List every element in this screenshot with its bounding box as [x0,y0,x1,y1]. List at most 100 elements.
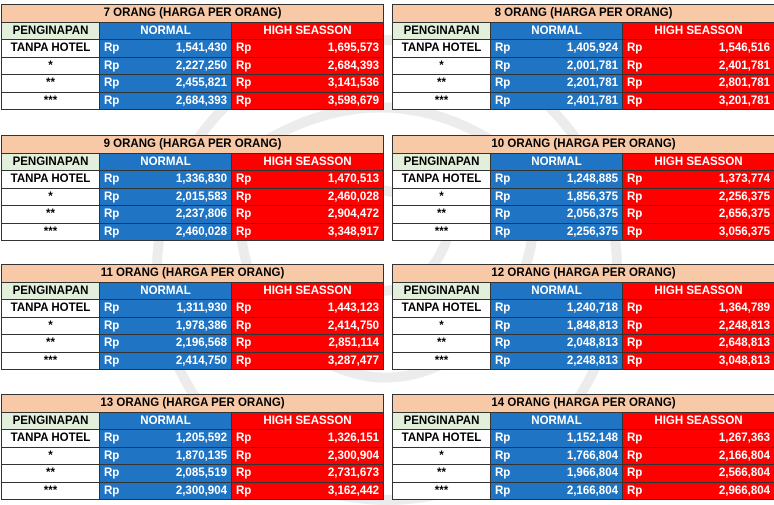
price-table: 10 ORANG (HARGA PER ORANG) PENGINAPAN NORM… [391,135,774,241]
lodging-label: ** [1,205,100,224]
table-title-row: 7 ORANG (HARGA PER ORANG) [0,4,385,23]
high-season-price: 1,364,789 [668,299,774,318]
high-season-price: 2,460,028 [277,187,385,206]
normal-price: 2,166,804 [536,481,623,500]
header-normal: NORMAL [490,281,623,300]
currency-label: Rp [99,299,146,318]
normal-price: 2,684,393 [145,91,232,110]
header-lodging: PENGINAPAN [392,21,491,40]
currency-label: Rp [99,316,146,335]
header-lodging: PENGINAPAN [1,411,100,430]
lodging-label: * [1,56,100,75]
price-table: 9 ORANG (HARGA PER ORANG) PENGINAPAN NORMA… [0,135,385,241]
lodging-label: *** [392,351,491,370]
currency-label: Rp [99,222,146,241]
lodging-label: ** [392,74,491,93]
table-title: 14 ORANG (HARGA PER ORANG) [391,394,774,413]
header-normal: NORMAL [99,21,232,40]
currency-label: Rp [622,205,669,224]
table-header-row: PENGINAPAN NORMAL HIGH SEASSON [392,21,774,40]
table-row: ** Rp 2,455,821 Rp 3,141,536 [1,74,385,93]
currency-label: Rp [231,187,278,206]
header-high-season: HIGH SEASSON [230,152,385,171]
table-title: 8 ORANG (HARGA PER ORANG) [391,4,774,23]
normal-price: 1,541,430 [145,39,232,58]
lodging-label: * [392,316,491,335]
currency-label: Rp [99,429,146,448]
header-high-season: HIGH SEASSON [230,281,385,300]
lodging-label: *** [1,91,100,110]
currency-label: Rp [99,446,146,465]
header-lodging: PENGINAPAN [392,281,491,300]
lodging-label: ** [1,74,100,93]
table-row: *** Rp 2,166,804 Rp 2,966,804 [392,481,774,500]
high-season-price: 1,373,774 [668,170,774,189]
table-row: TANPA HOTEL Rp 1,541,430 Rp 1,695,573 [1,39,385,58]
normal-price: 1,405,924 [536,39,623,58]
high-season-price: 2,966,804 [668,481,774,500]
lodging-label: TANPA HOTEL [1,39,100,58]
table-title-row: 9 ORANG (HARGA PER ORANG) [0,135,385,154]
normal-price: 2,460,028 [145,222,232,241]
normal-price: 2,085,519 [145,464,232,483]
table-row: *** Rp 2,414,750 Rp 3,287,477 [1,351,385,370]
currency-label: Rp [490,39,537,58]
high-season-price: 2,648,813 [668,334,774,353]
table-header-row: PENGINAPAN NORMAL HIGH SEASSON [392,152,774,171]
normal-price: 1,966,804 [536,464,623,483]
lodging-label: * [392,187,491,206]
currency-label: Rp [231,446,278,465]
price-table: 7 ORANG (HARGA PER ORANG) PENGINAPAN NORMA… [0,4,385,110]
normal-price: 2,015,583 [145,187,232,206]
table-header-row: PENGINAPAN NORMAL HIGH SEASSON [1,281,385,300]
table-header-row: PENGINAPAN NORMAL HIGH SEASSON [1,411,385,430]
table-row: * Rp 1,766,804 Rp 2,166,804 [392,446,774,465]
currency-label: Rp [490,299,537,318]
currency-label: Rp [99,334,146,353]
high-season-price: 3,348,917 [277,222,385,241]
table-header-row: PENGINAPAN NORMAL HIGH SEASSON [392,411,774,430]
currency-label: Rp [231,299,278,318]
table-row: ** Rp 2,237,806 Rp 2,904,472 [1,205,385,224]
currency-label: Rp [99,56,146,75]
currency-label: Rp [231,351,278,370]
currency-label: Rp [99,74,146,93]
price-table: 11 ORANG (HARGA PER ORANG) PENGINAPAN NORM… [0,264,385,370]
high-season-price: 2,684,393 [277,56,385,75]
table-row: TANPA HOTEL Rp 1,152,148 Rp 1,267,363 [392,429,774,448]
lodging-label: TANPA HOTEL [1,170,100,189]
table-row: * Rp 1,978,386 Rp 2,414,750 [1,316,385,335]
high-season-price: 2,851,114 [277,334,385,353]
lodging-label: * [1,316,100,335]
normal-price: 2,196,568 [145,334,232,353]
lodging-label: TANPA HOTEL [392,429,491,448]
currency-label: Rp [490,429,537,448]
lodging-label: *** [392,91,491,110]
table-title: 11 ORANG (HARGA PER ORANG) [0,264,385,283]
high-season-price: 2,401,781 [668,56,774,75]
lodging-label: TANPA HOTEL [1,299,100,318]
normal-price: 2,048,813 [536,334,623,353]
header-high-season: HIGH SEASSON [621,281,774,300]
table-title-row: 11 ORANG (HARGA PER ORANG) [0,264,385,283]
normal-price: 1,311,930 [145,299,232,318]
table-header-row: PENGINAPAN NORMAL HIGH SEASSON [1,152,385,171]
high-season-price: 2,566,804 [668,464,774,483]
table-row: TANPA HOTEL Rp 1,205,592 Rp 1,326,151 [1,429,385,448]
currency-label: Rp [99,464,146,483]
high-season-price: 1,326,151 [277,429,385,448]
normal-price: 1,978,386 [145,316,232,335]
header-normal: NORMAL [490,152,623,171]
currency-label: Rp [490,351,537,370]
header-high-season: HIGH SEASSON [621,21,774,40]
currency-label: Rp [622,429,669,448]
currency-label: Rp [231,56,278,75]
currency-label: Rp [622,91,669,110]
currency-label: Rp [622,351,669,370]
high-season-price: 1,470,513 [277,170,385,189]
normal-price: 1,766,804 [536,446,623,465]
lodging-label: *** [1,351,100,370]
header-normal: NORMAL [99,281,232,300]
normal-price: 2,227,250 [145,56,232,75]
currency-label: Rp [490,91,537,110]
